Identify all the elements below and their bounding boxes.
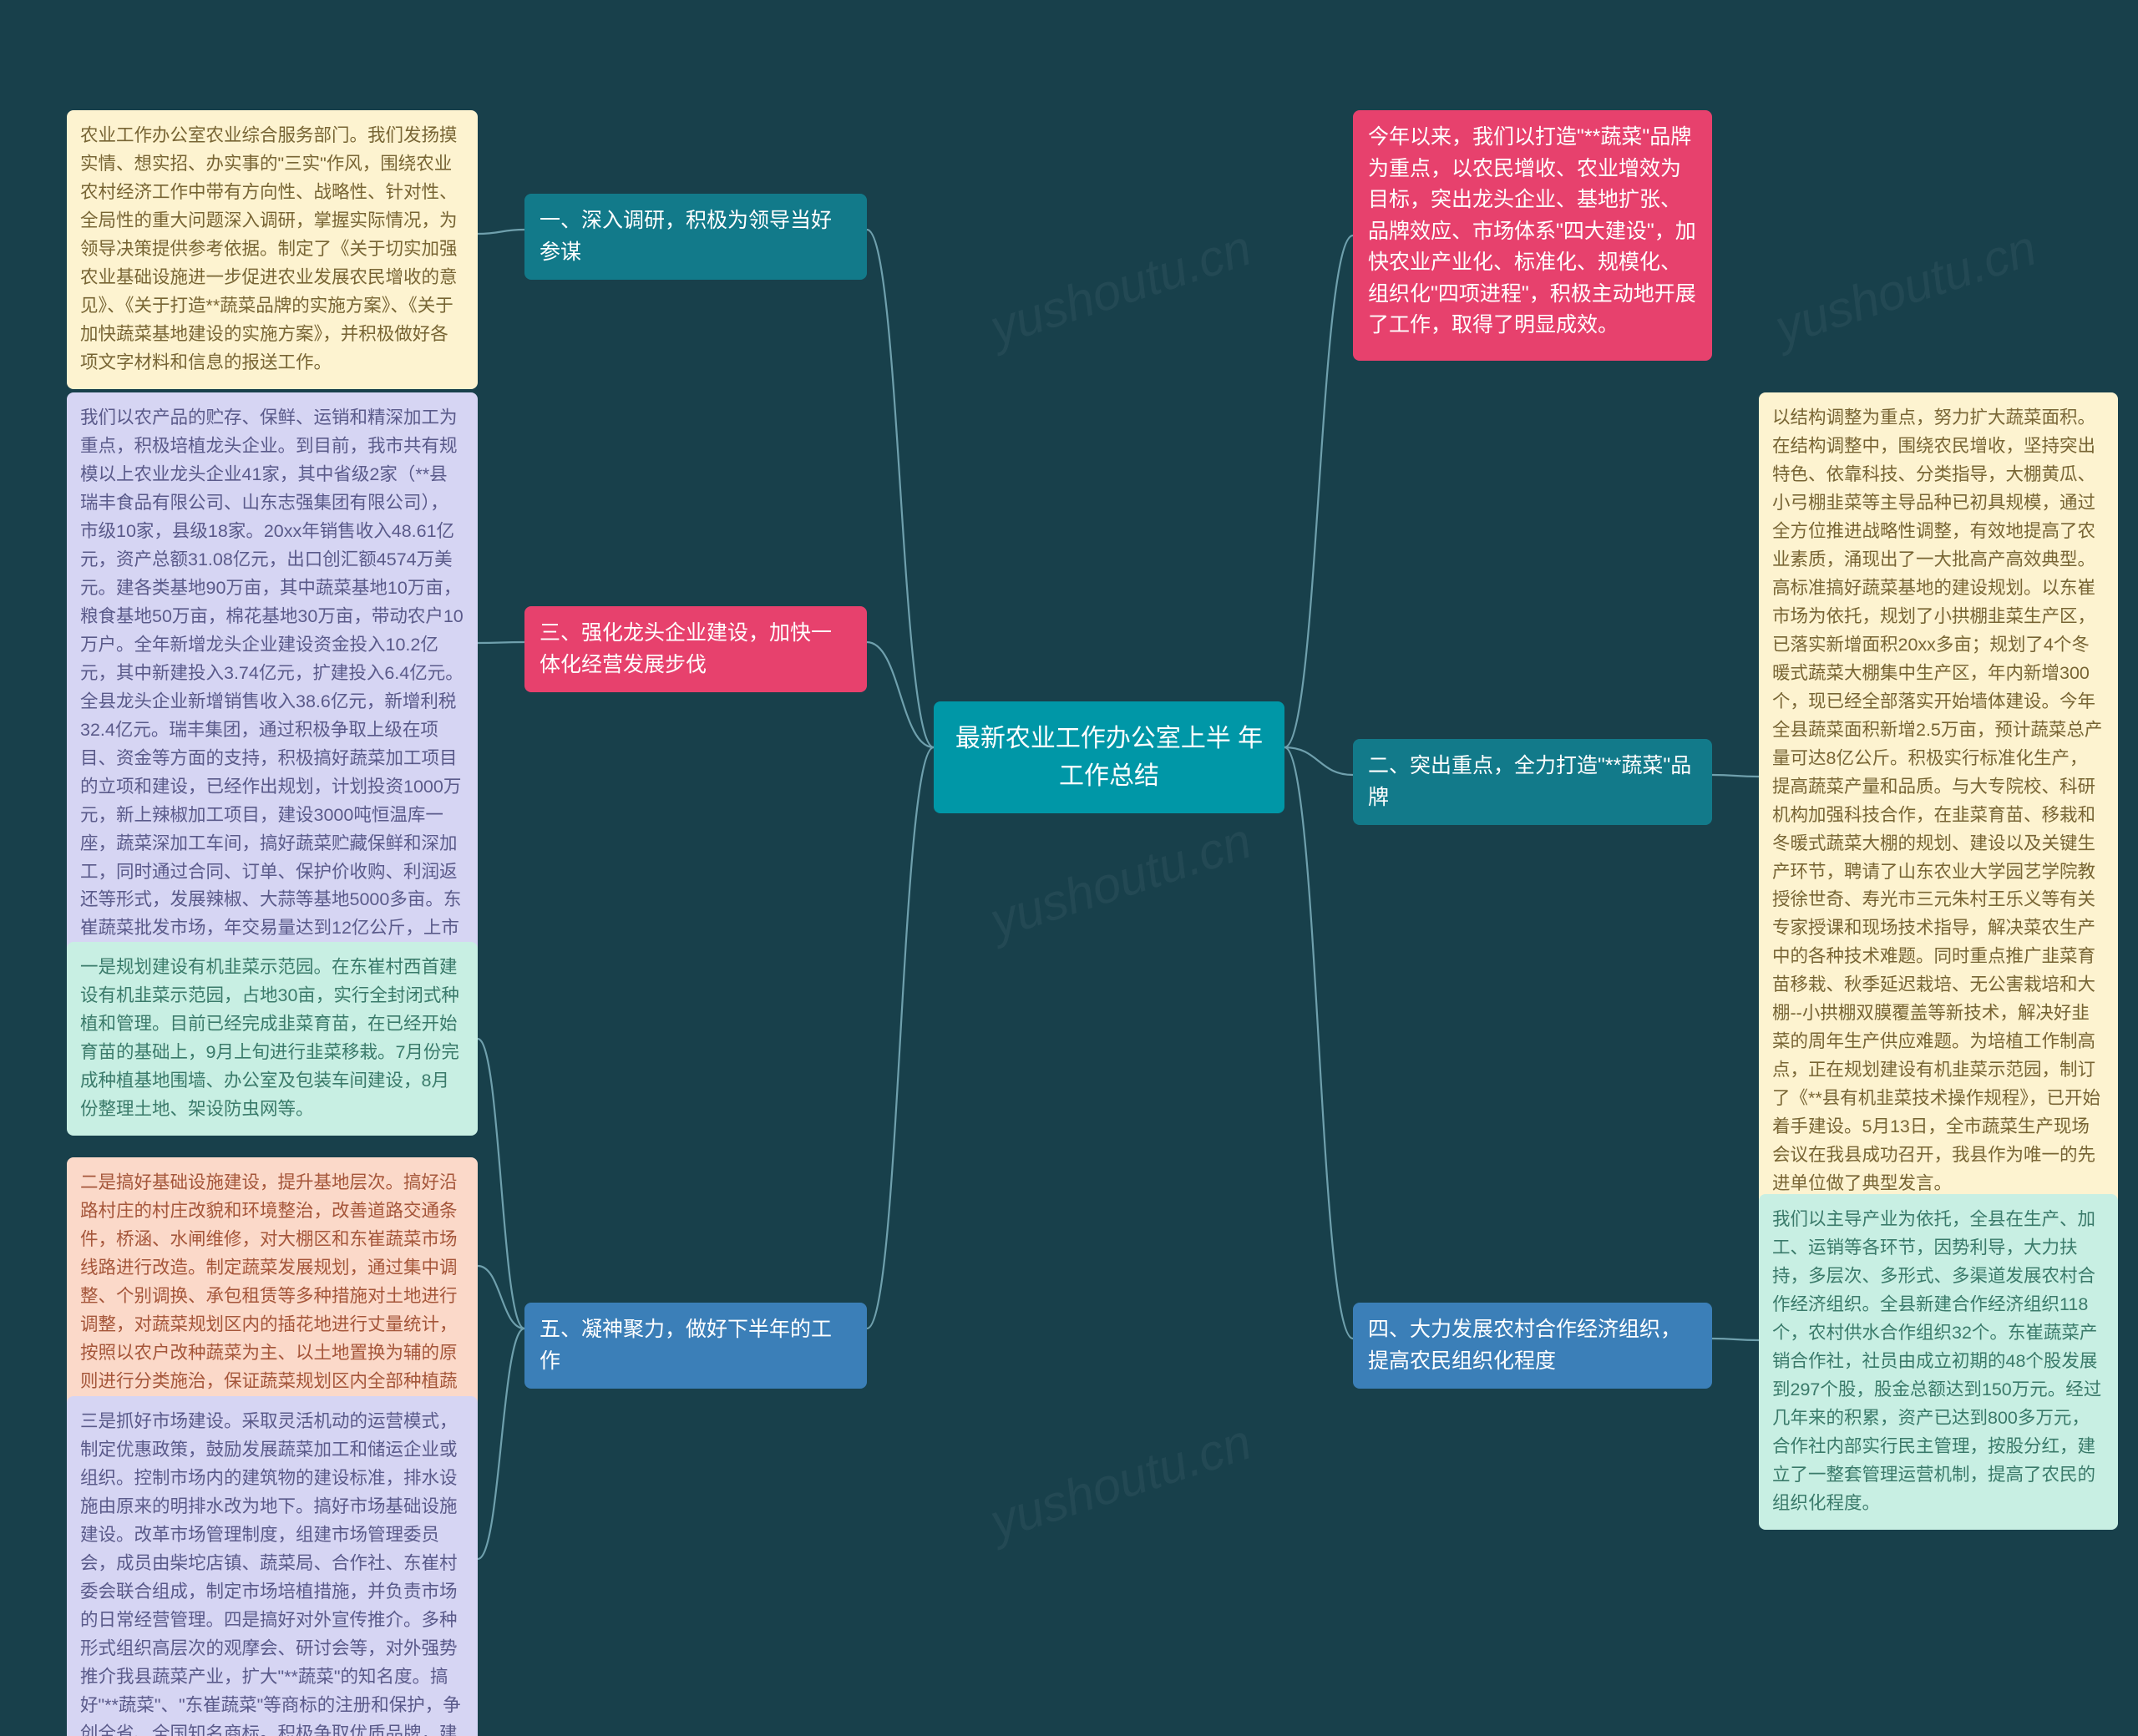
leaf-node: 我们以农产品的贮存、保鲜、运销和精深加工为重点，积极培植龙头企业。到目前，我市共…: [67, 392, 478, 983]
root-node: 最新农业工作办公室上半 年工作总结: [934, 701, 1284, 813]
branch-node: 三、强化龙头企业建设，加快一体化经营发展步伐: [524, 606, 867, 692]
leaf-node: 我们以主导产业为依托，全县在生产、加工、运销等各环节，因势利导，大力扶持，多层次…: [1759, 1194, 2118, 1530]
leaf-node: 一是规划建设有机韭菜示范园。在东崔村西首建设有机韭菜示范园，占地30亩，实行全封…: [67, 942, 478, 1136]
leaf-node: 农业工作办公室农业综合服务部门。我们发扬摸实情、想实招、办实事的"三实"作风，围…: [67, 110, 478, 389]
branch-node: 一、深入调研，积极为领导当好参谋: [524, 194, 867, 280]
watermark: yushoutu.cn: [1768, 219, 2043, 357]
leaf-node: 二是搞好基础设施建设，提升基地层次。搞好沿路村庄的村庄改貌和环境整治，改善道路交…: [67, 1157, 478, 1436]
leaf-node: 三是抓好市场建设。采取灵活机动的运营模式，制定优惠政策，鼓励发展蔬菜加工和储运企…: [67, 1396, 478, 1736]
branch-node: 五、凝神聚力，做好下半年的工作: [524, 1303, 867, 1389]
leaf-node: 以结构调整为重点，努力扩大蔬菜面积。在结构调整中，围绕农民增收，坚持突出特色、依…: [1759, 392, 2118, 1210]
branch-node: 今年以来，我们以打造"**蔬菜"品牌为重点，以农民增收、农业增效为目标，突出龙头…: [1353, 110, 1712, 361]
watermark: yushoutu.cn: [983, 812, 1258, 950]
branch-node: 四、大力发展农村合作经济组织，提高农民组织化程度: [1353, 1303, 1712, 1389]
branch-node: 二、突出重点，全力打造"**蔬菜"品牌: [1353, 739, 1712, 825]
watermark: yushoutu.cn: [983, 1413, 1258, 1551]
mindmap-canvas: yushoutu.cn yushoutu.cn yushoutu.cn yush…: [0, 0, 2138, 1736]
watermark: yushoutu.cn: [983, 219, 1258, 357]
